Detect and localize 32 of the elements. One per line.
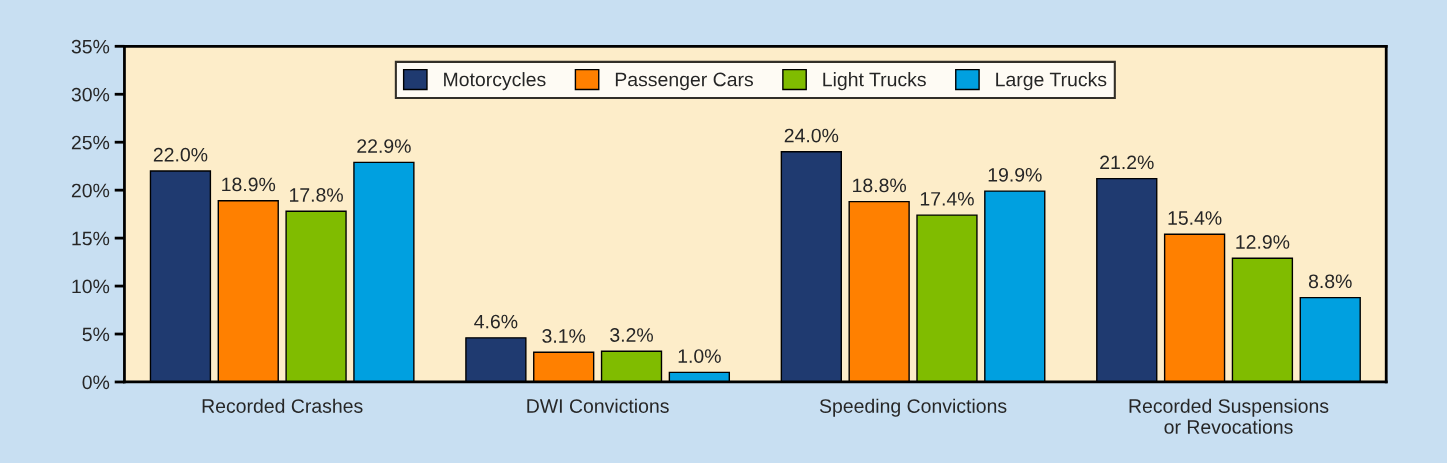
legend-label: Light Trucks	[823, 72, 926, 91]
text: 1.0%	[678, 349, 721, 363]
text: 8.8%	[1308, 274, 1352, 289]
text: 3.2%	[610, 328, 653, 342]
y-tick-label: 5%	[82, 327, 110, 342]
y-tick-label: 15%	[72, 231, 110, 246]
text: 21.2%	[1100, 155, 1154, 170]
y-tick-label: 30%	[71, 87, 110, 102]
text: 24.0%	[784, 128, 839, 143]
text: 3.1%	[542, 329, 586, 343]
text: 19.9%	[988, 167, 1042, 182]
x-tick-label: Recorded Suspensions or Revocations	[1129, 398, 1329, 434]
text: 17.4%	[920, 192, 974, 206]
x-tick-label: Recorded Crashes	[202, 398, 363, 413]
text: 22.0%	[153, 147, 208, 162]
legend-label: Large Trucks	[996, 72, 1107, 91]
text: 15.4%	[1168, 211, 1222, 225]
y-tick-label: 10%	[72, 279, 110, 294]
x-tick-label: DWI Convictions	[527, 398, 669, 413]
y-tick-label: 20%	[71, 183, 110, 198]
text: 4.6%	[474, 314, 518, 329]
y-tick-label: 35%	[71, 39, 110, 54]
text: 17.8%	[289, 188, 343, 202]
legend-label: Motorcycles	[444, 72, 546, 91]
text: 12.9%	[1236, 235, 1290, 249]
text: 22.9%	[357, 139, 411, 153]
x-tick-label: Speeding Convictions	[819, 398, 1007, 417]
text: 18.9%	[222, 177, 276, 192]
y-tick-label: 0%	[82, 375, 110, 390]
text: 18.8%	[853, 178, 907, 193]
y-tick-label: 25%	[71, 135, 110, 150]
legend-label: Passenger Cars	[615, 72, 754, 91]
